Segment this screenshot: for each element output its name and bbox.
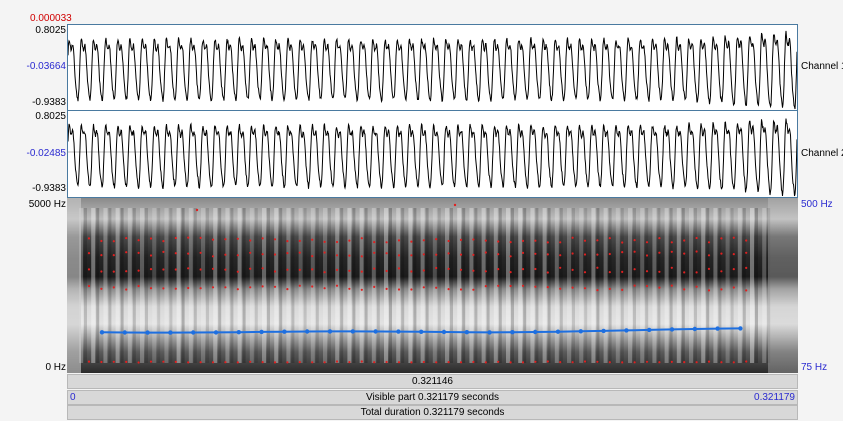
channel1-waveform-panel[interactable] [67, 24, 798, 111]
formant-dots [87, 203, 748, 364]
channel1-waveform[interactable] [68, 25, 797, 110]
spectrogram-striations [79, 208, 771, 363]
visible-part-bar[interactable]: 0 Visible part 0.321179 seconds 0.321179 [67, 390, 798, 405]
channel2-waveform-panel[interactable] [67, 110, 798, 198]
selection-duration-value: 0.321146 [412, 376, 453, 387]
pitch-top-label: 500 Hz [801, 199, 833, 210]
total-duration-text: Total duration 0.321179 seconds [360, 407, 505, 418]
channel1-min-label: -0.9383 [32, 97, 66, 108]
pitch-bottom-label: 75 Hz [801, 362, 828, 373]
visible-start-time: 0 [70, 392, 76, 403]
waveform-trace [68, 30, 797, 110]
waveform-trace [68, 118, 797, 197]
spectrogram[interactable] [67, 198, 798, 373]
channel2-min-label: -0.9383 [32, 183, 66, 194]
total-duration-bar[interactable]: Total duration 0.321179 seconds [67, 405, 798, 420]
channel1-name: Channel 1 [801, 61, 843, 72]
channel1-zero-label: -0.03664 [26, 61, 66, 72]
visible-end-time: 0.321179 [754, 392, 795, 403]
spectrogram-top-frequency-label: 5000 Hz [28, 199, 66, 210]
spectrogram-bottom-frequency-label: 0 Hz [45, 362, 66, 373]
visible-part-text: Visible part 0.321179 seconds [365, 392, 500, 403]
channel1-max-label: 0.8025 [35, 25, 66, 36]
selection-duration-bar[interactable]: 0.321146 [67, 374, 798, 389]
channel2-zero-label: -0.02485 [26, 148, 66, 159]
pitch-points [99, 326, 743, 335]
spectrogram-panel[interactable] [67, 198, 798, 373]
channel2-max-label: 0.8025 [35, 111, 66, 122]
spectrogram-background [67, 198, 798, 373]
channel2-waveform[interactable] [68, 111, 797, 197]
cursor-time-label: 0.000033 [30, 13, 72, 24]
channel2-name: Channel 2 [801, 148, 843, 159]
